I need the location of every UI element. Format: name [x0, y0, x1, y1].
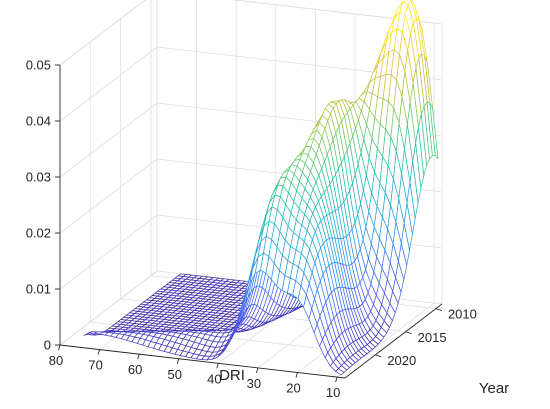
- axes: [55, 64, 443, 383]
- x-tick-label: 10: [326, 385, 340, 400]
- box-edge-line: [59, 0, 146, 66]
- x-tick-label: 50: [168, 367, 182, 382]
- y-axis-label: Year: [479, 380, 509, 397]
- x-tick-mark: [137, 354, 140, 360]
- side-wall-grid-line: [59, 214, 158, 290]
- x-tick-mark: [216, 363, 219, 369]
- z-tick-label: 0.05: [26, 58, 51, 73]
- side-wall-grid-line: [59, 102, 158, 178]
- z-tick-label: 0: [44, 338, 51, 353]
- side-wall-grid-line: [59, 270, 158, 346]
- z-tick-label: 0.04: [26, 114, 51, 129]
- x-tick-mark: [176, 358, 180, 364]
- z-tick-label: 0.02: [26, 226, 51, 241]
- x-axis-label: DRI: [219, 367, 245, 384]
- y-tick-mark: [435, 308, 443, 312]
- y-tick-mark: [375, 354, 382, 358]
- surface-mesh: [83, 0, 439, 376]
- tick-labels: 80 70 60 50 40 30 20 1020102015202000.010.020.0…: [26, 58, 477, 401]
- y-axis-line: [344, 303, 443, 379]
- y-tick-mark: [405, 331, 412, 335]
- x-tick-label: 40: [207, 371, 221, 386]
- side-wall-grid-line: [59, 46, 158, 122]
- x-tick-label: 30: [247, 376, 261, 391]
- x-tick-mark: [335, 376, 338, 383]
- surface-cell: [335, 368, 345, 376]
- y-tick-label: 2010: [448, 307, 477, 322]
- z-tick-label: 0.01: [26, 282, 51, 297]
- x-tick-mark: [255, 367, 259, 374]
- x-tick-mark: [97, 349, 101, 355]
- x-tick-label: 80: [49, 353, 63, 368]
- x-tick-label: 60: [128, 362, 142, 377]
- x-tick-mark: [295, 372, 298, 378]
- y-tick-label: 2020: [387, 353, 416, 368]
- x-tick-label: 20: [286, 381, 300, 396]
- side-wall-grid-line: [59, 0, 146, 66]
- side-wall-grid-line: [59, 158, 158, 234]
- z-tick-label: 0.03: [26, 170, 51, 185]
- x-tick-label: 70: [88, 358, 102, 373]
- y-tick-label: 2015: [418, 330, 447, 345]
- x-tick-mark: [58, 344, 61, 351]
